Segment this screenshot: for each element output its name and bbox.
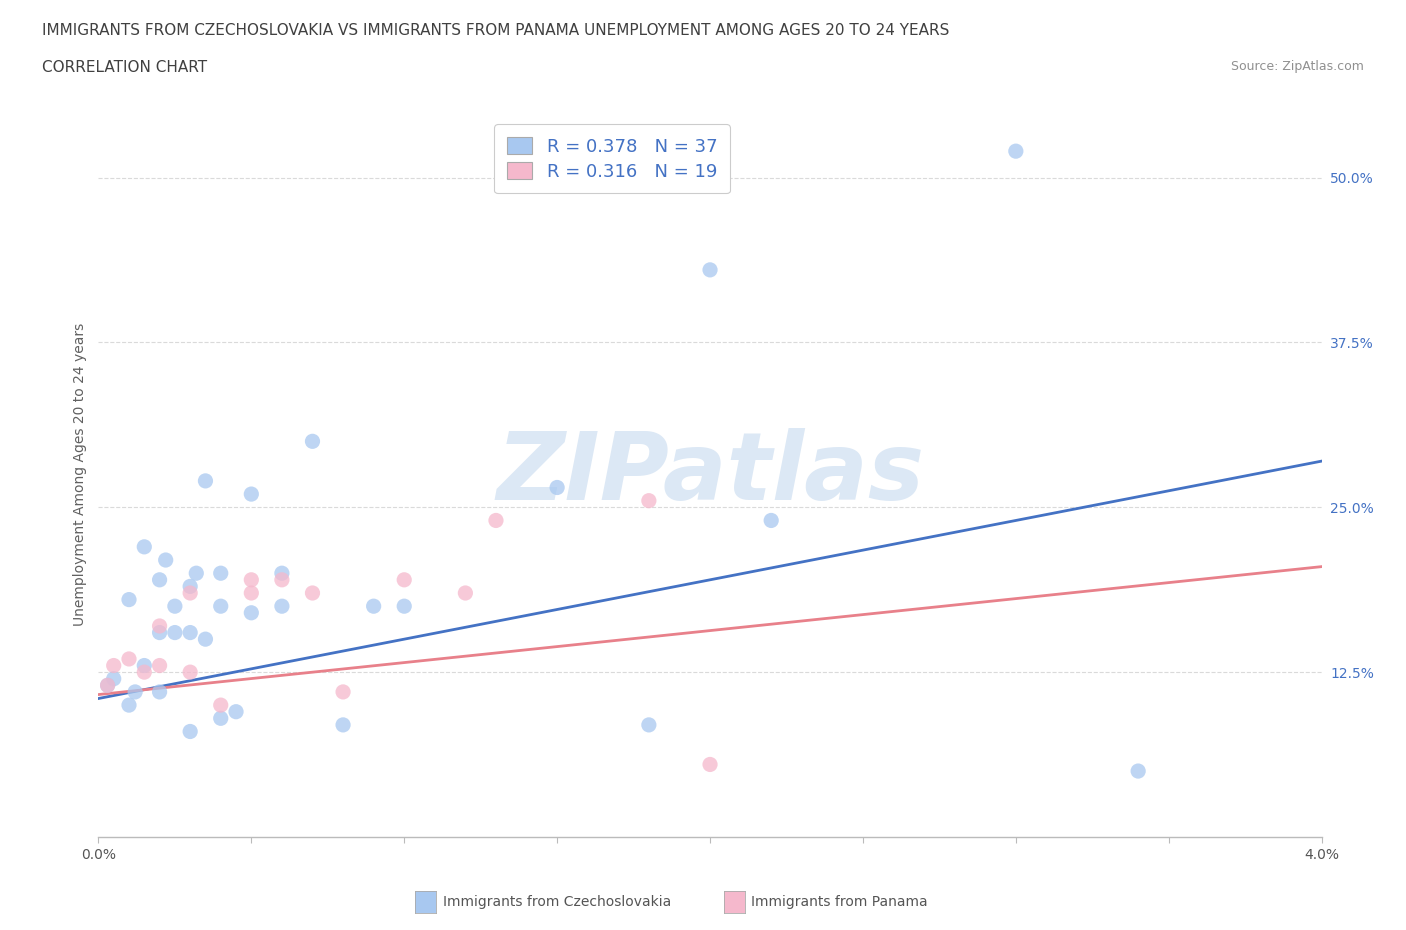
- Point: [270, 599, 294, 614]
- Point: [1004, 144, 1026, 159]
- Point: [209, 698, 232, 712]
- Point: [179, 724, 201, 739]
- Point: [546, 480, 568, 495]
- Point: [699, 757, 721, 772]
- Point: [97, 678, 120, 693]
- Point: [103, 671, 125, 686]
- Point: [392, 572, 416, 587]
- Y-axis label: Unemployment Among Ages 20 to 24 years: Unemployment Among Ages 20 to 24 years: [73, 323, 87, 626]
- Point: [240, 605, 263, 620]
- Point: [637, 493, 661, 508]
- Point: [163, 599, 186, 614]
- Point: [134, 658, 156, 673]
- Point: [194, 631, 217, 646]
- Point: [149, 684, 172, 699]
- Point: [699, 262, 721, 277]
- Point: [209, 599, 232, 614]
- Point: [485, 513, 508, 528]
- Point: [118, 592, 141, 607]
- Point: [103, 658, 125, 673]
- Text: IMMIGRANTS FROM CZECHOSLOVAKIA VS IMMIGRANTS FROM PANAMA UNEMPLOYMENT AMONG AGES: IMMIGRANTS FROM CZECHOSLOVAKIA VS IMMIGR…: [42, 23, 949, 38]
- Point: [179, 665, 201, 680]
- Point: [332, 684, 354, 699]
- Point: [209, 565, 232, 580]
- Point: [118, 652, 141, 667]
- Point: [240, 572, 263, 587]
- Point: [240, 586, 263, 601]
- Point: [149, 618, 172, 633]
- Text: CORRELATION CHART: CORRELATION CHART: [42, 60, 207, 75]
- Point: [225, 704, 247, 719]
- Point: [363, 599, 385, 614]
- Point: [134, 539, 156, 554]
- Point: [301, 586, 323, 601]
- Point: [1128, 764, 1150, 778]
- Point: [454, 586, 477, 601]
- Point: [134, 665, 156, 680]
- Text: Immigrants from Panama: Immigrants from Panama: [751, 895, 928, 910]
- Point: [179, 586, 201, 601]
- Point: [759, 513, 782, 528]
- Point: [149, 572, 172, 587]
- Point: [149, 658, 172, 673]
- Point: [186, 565, 208, 580]
- Point: [97, 678, 120, 693]
- Point: [392, 599, 416, 614]
- Point: [240, 486, 263, 501]
- Point: [194, 473, 217, 488]
- Point: [179, 579, 201, 594]
- Point: [118, 698, 141, 712]
- Point: [163, 625, 186, 640]
- Text: Immigrants from Czechoslovakia: Immigrants from Czechoslovakia: [443, 895, 671, 910]
- Point: [179, 625, 201, 640]
- Point: [270, 565, 294, 580]
- Text: Source: ZipAtlas.com: Source: ZipAtlas.com: [1230, 60, 1364, 73]
- Point: [155, 552, 177, 567]
- Point: [209, 711, 232, 725]
- Point: [332, 717, 354, 732]
- Point: [301, 434, 323, 449]
- Point: [124, 684, 146, 699]
- Point: [149, 625, 172, 640]
- Text: ZIPatlas: ZIPatlas: [496, 429, 924, 520]
- Legend: R = 0.378   N = 37, R = 0.316   N = 19: R = 0.378 N = 37, R = 0.316 N = 19: [495, 125, 730, 193]
- Point: [270, 572, 294, 587]
- Point: [637, 717, 661, 732]
